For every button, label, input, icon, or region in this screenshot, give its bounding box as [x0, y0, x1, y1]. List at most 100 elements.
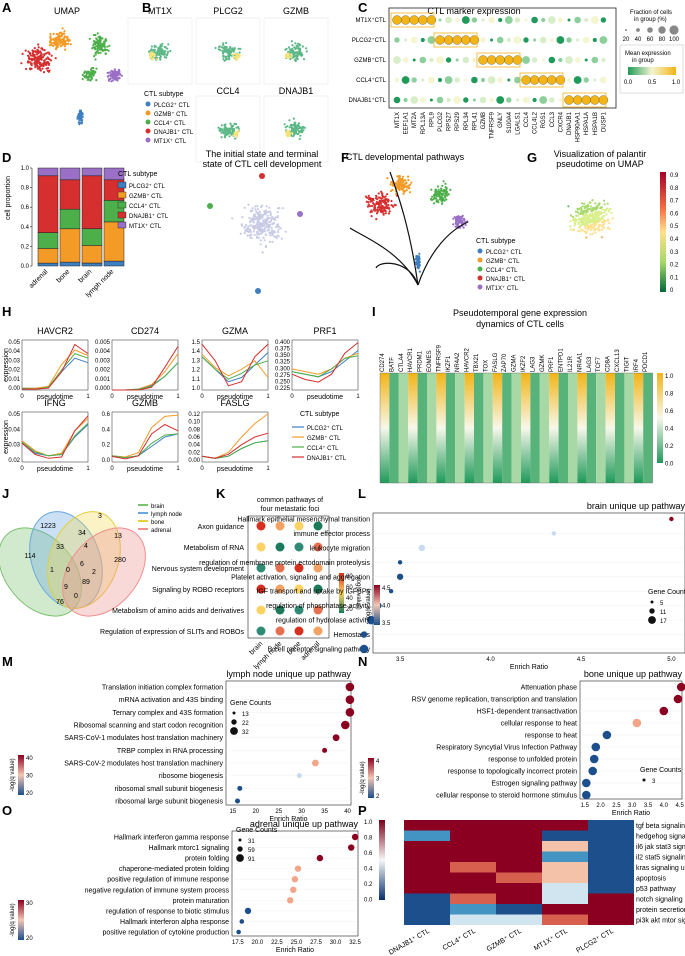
h-ytick: 0.05 — [8, 412, 20, 418]
panel_n-xtick: 4.0 — [660, 803, 669, 809]
umap-point — [572, 228, 576, 231]
c-dot — [418, 15, 428, 25]
panel_o-pathway-label: chaperone-mediated protein folding — [119, 866, 229, 873]
panel_m-frame — [225, 680, 352, 806]
umap-point — [601, 226, 604, 229]
umap-point — [24, 67, 28, 71]
panel_l-xtick: 4.5 — [577, 657, 586, 663]
mini-umap-point — [233, 132, 236, 135]
umap-point — [85, 72, 88, 75]
panel_n-dot — [591, 742, 601, 752]
umap-point — [436, 200, 440, 203]
c-dot — [393, 96, 401, 104]
g-colorbar-tick: 0.8 — [670, 186, 679, 192]
i-gene-label: NR4A2 — [455, 352, 461, 372]
f-legend-title: CTL subtype — [476, 238, 516, 245]
mini-umap-point — [229, 127, 232, 131]
h-xlabel: pseudotime — [127, 466, 163, 473]
panel_m-dot — [345, 695, 355, 704]
umap-point — [418, 264, 421, 267]
umap-point — [373, 206, 376, 209]
umap-point — [569, 228, 572, 231]
d-bar-segment — [59, 208, 81, 230]
c-dot — [547, 16, 556, 24]
mini-umap-point — [239, 47, 242, 51]
d-xtick: adrenal — [28, 268, 50, 290]
venn-count: 1223 — [40, 523, 56, 530]
c-dot — [567, 18, 571, 22]
umap-point — [569, 214, 573, 217]
umap-point — [270, 219, 273, 222]
legend-swatch — [145, 101, 151, 107]
d-bar-segment — [59, 179, 81, 210]
umap-point — [384, 212, 387, 215]
venn-count: 0 — [74, 593, 78, 600]
n-colorbar-tick: 4 — [376, 759, 380, 765]
c-dot — [455, 17, 460, 23]
mini-umap-point — [292, 135, 295, 138]
l-colorbar-tick: 3.5 — [382, 621, 391, 627]
panel_m-xtick: 30 — [298, 809, 305, 815]
umap-point — [591, 199, 594, 202]
umap-point — [441, 192, 444, 196]
umap-point — [83, 71, 87, 74]
c-gene-label: RPL34 — [464, 111, 470, 130]
umap-point — [52, 41, 55, 44]
c-gene-label: EEF1A1 — [404, 111, 410, 134]
i-heat-column — [511, 373, 521, 483]
panel-letter-i: I — [372, 304, 376, 319]
c-gene-label: CCL4L2 — [533, 111, 539, 134]
umap-point — [255, 235, 259, 238]
umap-point — [595, 207, 598, 210]
umap-point — [27, 60, 30, 63]
umap-point — [600, 221, 604, 224]
umap-point — [92, 67, 95, 70]
umap-point — [463, 218, 466, 221]
umap-point — [599, 224, 602, 227]
umap-point — [38, 58, 41, 61]
umap-point — [253, 216, 256, 219]
umap-point — [265, 205, 268, 208]
umap-point — [112, 77, 115, 80]
h-ytick: 0.04 — [188, 443, 200, 449]
mini-umap-point — [305, 47, 308, 50]
mini-umap-point — [223, 124, 226, 127]
c-dot — [429, 98, 433, 102]
panel-e-title-1: The initial state and terminal — [206, 149, 319, 159]
umap-point — [592, 218, 595, 221]
d-ytick: 1.0 — [21, 166, 30, 172]
h-series-line — [22, 343, 89, 390]
i-heat-column — [577, 373, 587, 483]
mini-umap-point — [283, 123, 286, 126]
c-dot — [507, 78, 511, 82]
gene-label-mt1x: MT1X — [148, 6, 172, 16]
h-series-line — [291, 355, 359, 378]
mini-umap-point — [221, 46, 224, 49]
c-dot — [420, 97, 426, 103]
h-ytick: 0.4 — [102, 427, 111, 433]
h-xtick: 1 — [356, 394, 360, 400]
umap-point — [418, 270, 421, 273]
mini-umap-frame — [263, 17, 329, 85]
umap-point — [440, 187, 443, 190]
umap-point — [243, 226, 246, 229]
p-row-label: kras signaling up — [636, 865, 685, 872]
h-ytick: 0.03 — [8, 443, 20, 449]
mini-umap-point — [225, 41, 228, 45]
umap-point — [39, 56, 42, 59]
umap-point — [28, 56, 31, 59]
panel-e-title-2: state of CTL cell development — [203, 159, 322, 169]
umap-point — [271, 229, 274, 232]
panel_l-pathway-label: immune effector process — [293, 531, 370, 538]
mini-umap-point — [290, 40, 293, 43]
venn-count: 6 — [80, 561, 84, 568]
umap-point — [43, 54, 46, 57]
umap-point — [259, 222, 262, 225]
i-heat-column — [596, 373, 606, 483]
umap-point — [257, 218, 260, 221]
umap-point — [269, 231, 272, 234]
h-ytick: 1.2 — [192, 368, 201, 374]
mini-umap-point — [157, 48, 160, 51]
umap-point — [367, 194, 370, 197]
p-row-label: p53 pathway — [636, 886, 676, 893]
